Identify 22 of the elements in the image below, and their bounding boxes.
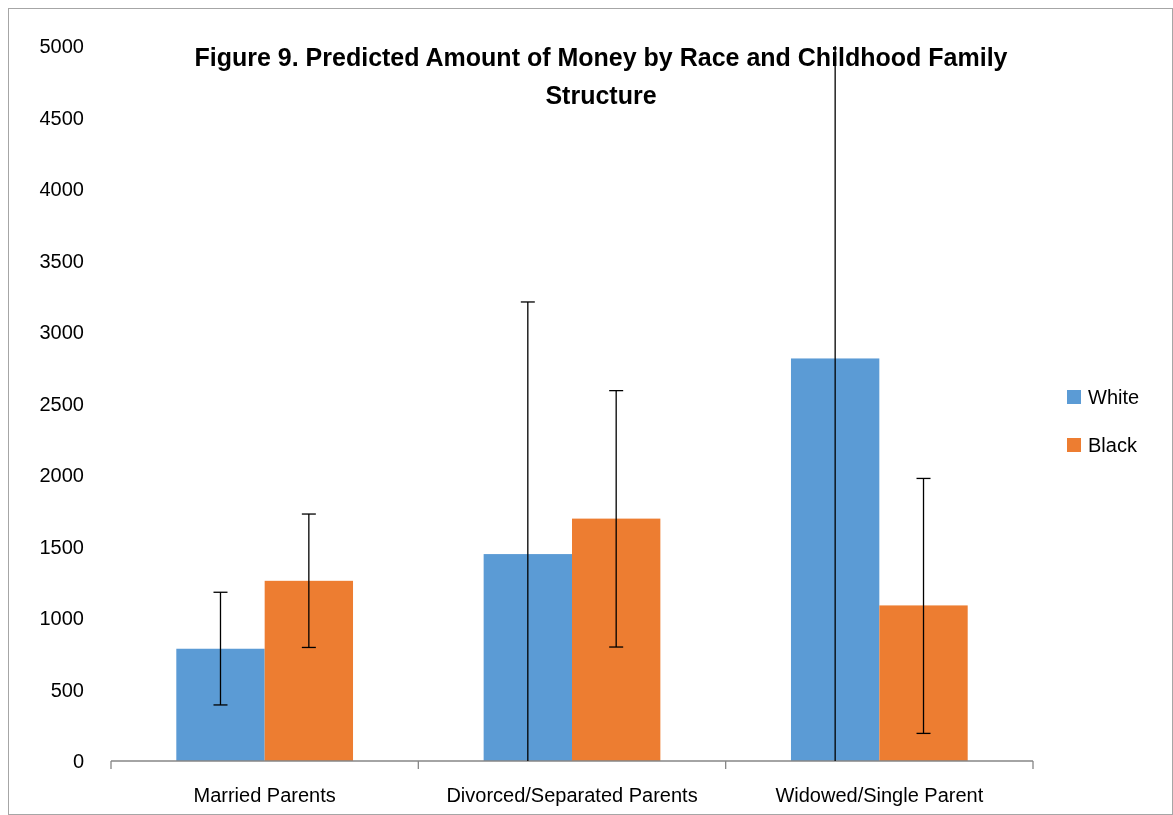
bar — [264, 580, 354, 761]
y-tick-label: 3500 — [39, 249, 84, 272]
x-tick-label: Married Parents — [193, 784, 336, 806]
y-tick-label: 1500 — [39, 535, 84, 558]
bar — [879, 605, 968, 761]
bar — [176, 648, 265, 761]
y-tick-label: 4500 — [39, 106, 84, 129]
y-tick-label: 1000 — [39, 607, 84, 629]
y-tick-label: 3000 — [39, 321, 84, 343]
bar — [483, 554, 572, 761]
legend-label: White — [1088, 386, 1140, 408]
bar — [790, 358, 880, 761]
y-tick-label: 2000 — [39, 464, 84, 486]
y-tick-label: 0 — [72, 750, 84, 772]
x-tick-label: Widowed/Single Parent — [775, 784, 984, 806]
y-tick-label: 2500 — [39, 392, 84, 415]
y-tick-label: 4000 — [39, 178, 84, 200]
bar — [572, 518, 661, 761]
legend-label: Black — [1088, 434, 1138, 456]
y-tick-label: 5000 — [39, 35, 84, 57]
x-tick-label: Divorced/Separated Parents — [446, 784, 698, 806]
y-tick-label: 500 — [50, 678, 84, 701]
